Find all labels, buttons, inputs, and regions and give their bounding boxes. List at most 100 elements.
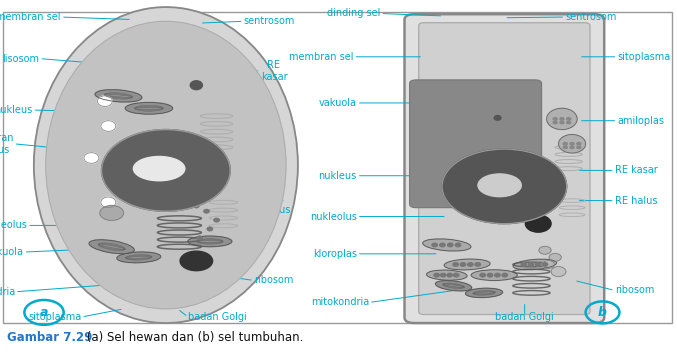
Ellipse shape <box>567 121 571 124</box>
Ellipse shape <box>101 121 116 131</box>
Ellipse shape <box>494 115 501 120</box>
Ellipse shape <box>188 236 232 247</box>
Ellipse shape <box>560 121 564 124</box>
Text: sitoplasma: sitoplasma <box>617 52 671 62</box>
Ellipse shape <box>549 253 561 261</box>
Ellipse shape <box>577 146 581 148</box>
Ellipse shape <box>560 118 564 120</box>
Ellipse shape <box>528 263 533 266</box>
Ellipse shape <box>553 121 557 124</box>
Ellipse shape <box>521 263 527 266</box>
Ellipse shape <box>456 243 461 247</box>
Text: badan Golgi: badan Golgi <box>188 312 247 322</box>
Text: a: a <box>40 306 48 319</box>
Ellipse shape <box>207 227 213 231</box>
Text: amiloplas: amiloplas <box>617 116 664 126</box>
Text: RE kasar: RE kasar <box>615 165 657 175</box>
Ellipse shape <box>447 273 452 277</box>
Ellipse shape <box>125 102 173 114</box>
Ellipse shape <box>422 239 471 251</box>
Ellipse shape <box>570 142 574 145</box>
Ellipse shape <box>100 206 123 220</box>
Ellipse shape <box>577 142 581 145</box>
FancyBboxPatch shape <box>418 23 590 315</box>
Ellipse shape <box>547 108 577 130</box>
Ellipse shape <box>570 146 574 148</box>
Text: vakuola: vakuola <box>319 98 357 108</box>
Ellipse shape <box>563 146 567 148</box>
Ellipse shape <box>46 21 286 309</box>
FancyBboxPatch shape <box>410 80 542 208</box>
Ellipse shape <box>502 273 508 277</box>
Ellipse shape <box>101 197 116 208</box>
Ellipse shape <box>97 96 112 106</box>
Ellipse shape <box>180 251 213 271</box>
Text: dinding sel: dinding sel <box>327 9 380 18</box>
Ellipse shape <box>442 149 567 224</box>
Ellipse shape <box>84 153 99 163</box>
Text: RE halus: RE halus <box>615 196 657 206</box>
Ellipse shape <box>487 273 493 277</box>
Text: nukleus: nukleus <box>0 105 32 115</box>
Text: nukleus: nukleus <box>319 171 357 181</box>
Ellipse shape <box>104 176 119 186</box>
Ellipse shape <box>118 140 133 151</box>
Ellipse shape <box>468 263 473 266</box>
FancyBboxPatch shape <box>404 14 604 323</box>
Text: kloroplas: kloroplas <box>313 249 357 259</box>
Ellipse shape <box>441 273 446 277</box>
Ellipse shape <box>466 288 502 297</box>
Ellipse shape <box>190 81 202 90</box>
Text: nukleolus: nukleolus <box>310 212 357 222</box>
Ellipse shape <box>435 281 472 291</box>
Text: RE
halus: RE halus <box>264 193 290 215</box>
Ellipse shape <box>204 209 209 213</box>
Ellipse shape <box>453 263 458 266</box>
Ellipse shape <box>89 240 134 254</box>
Text: ribosom: ribosom <box>254 275 293 285</box>
Ellipse shape <box>95 90 142 102</box>
Bar <box>3 12 672 323</box>
Ellipse shape <box>551 267 566 277</box>
Ellipse shape <box>460 263 466 266</box>
Text: membran
nukleus: membran nukleus <box>0 133 14 154</box>
Ellipse shape <box>102 130 230 211</box>
Text: sentrosom: sentrosom <box>565 12 617 22</box>
Text: mitokondria: mitokondria <box>0 287 15 297</box>
Ellipse shape <box>454 273 459 277</box>
Ellipse shape <box>495 273 500 277</box>
Ellipse shape <box>475 263 481 266</box>
Ellipse shape <box>194 204 199 208</box>
Ellipse shape <box>536 263 541 266</box>
Ellipse shape <box>440 243 445 247</box>
Text: vakuola: vakuola <box>0 247 24 257</box>
Ellipse shape <box>117 252 160 263</box>
Ellipse shape <box>567 118 571 120</box>
Ellipse shape <box>542 263 548 266</box>
Text: sitoplasma: sitoplasma <box>28 312 81 322</box>
Ellipse shape <box>563 142 567 145</box>
Text: RE
kasar: RE kasar <box>261 60 287 82</box>
Ellipse shape <box>553 118 557 120</box>
Text: lisosom: lisosom <box>2 54 39 64</box>
Ellipse shape <box>539 246 551 254</box>
Ellipse shape <box>513 259 556 270</box>
Text: (a) Sel hewan dan (b) sel tumbuhan.: (a) Sel hewan dan (b) sel tumbuhan. <box>83 331 303 344</box>
Ellipse shape <box>471 270 517 280</box>
Text: sentrosom: sentrosom <box>244 16 295 26</box>
Ellipse shape <box>480 273 485 277</box>
Ellipse shape <box>542 261 554 268</box>
Ellipse shape <box>447 243 453 247</box>
Text: mitokondria: mitokondria <box>311 297 369 307</box>
Ellipse shape <box>525 215 551 232</box>
Text: badan Golgi: badan Golgi <box>496 312 554 322</box>
Ellipse shape <box>478 174 521 197</box>
Text: membran sel: membran sel <box>289 52 353 62</box>
Ellipse shape <box>34 7 298 323</box>
Ellipse shape <box>197 236 202 240</box>
Ellipse shape <box>559 135 586 153</box>
Text: Gambar 7.29: Gambar 7.29 <box>7 331 92 344</box>
Text: b: b <box>598 306 607 319</box>
Ellipse shape <box>133 157 185 181</box>
Ellipse shape <box>427 270 467 280</box>
